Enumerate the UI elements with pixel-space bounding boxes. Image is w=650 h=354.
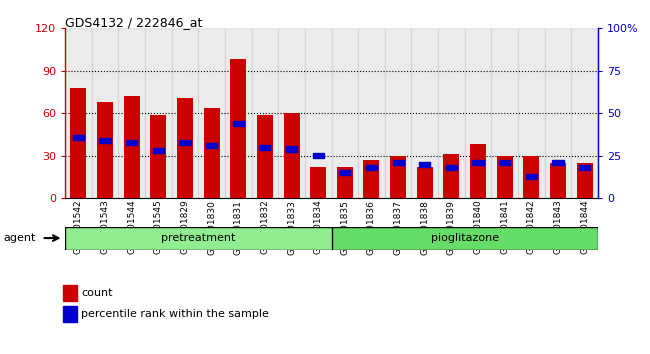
Bar [465, 28, 491, 198]
Bar [417, 167, 433, 198]
Bar [571, 28, 598, 198]
Bar [257, 115, 273, 198]
Bar [390, 156, 406, 198]
Bar [70, 88, 86, 198]
Bar [552, 160, 564, 165]
Bar [124, 96, 140, 198]
Bar [286, 147, 297, 152]
Text: pioglitazone: pioglitazone [431, 233, 499, 243]
Bar [177, 98, 193, 198]
Bar [97, 102, 113, 198]
Bar [393, 160, 404, 165]
Bar [233, 121, 244, 126]
Bar [491, 28, 518, 198]
Bar [579, 165, 590, 170]
Bar [518, 28, 545, 198]
Bar [337, 167, 353, 198]
Bar [313, 153, 324, 158]
Bar [283, 113, 300, 198]
Bar [446, 165, 457, 170]
Bar [172, 28, 198, 198]
Bar [577, 163, 593, 198]
Bar [198, 28, 225, 198]
Text: count: count [81, 288, 112, 298]
Bar [438, 28, 465, 198]
Bar [259, 145, 270, 150]
Bar [179, 139, 190, 145]
Bar [497, 156, 513, 198]
Bar [305, 28, 332, 198]
Bar [339, 170, 350, 175]
Bar [411, 28, 438, 198]
Bar [118, 28, 145, 198]
Bar [550, 163, 566, 198]
Bar [278, 28, 305, 198]
Bar [145, 28, 172, 198]
Bar [225, 28, 252, 198]
Bar [230, 59, 246, 198]
Bar [332, 28, 358, 198]
Bar [419, 162, 430, 167]
Bar [499, 160, 510, 165]
Text: agent: agent [3, 233, 36, 243]
Bar [99, 138, 111, 143]
Bar [526, 173, 537, 179]
Bar [65, 227, 332, 250]
Bar [363, 160, 380, 198]
Bar [358, 28, 385, 198]
Bar [523, 156, 540, 198]
Bar [385, 28, 411, 198]
Text: GDS4132 / 222846_at: GDS4132 / 222846_at [65, 16, 202, 29]
Bar [473, 160, 484, 165]
Bar [150, 115, 166, 198]
Bar [252, 28, 278, 198]
Text: pretreatment: pretreatment [161, 233, 235, 243]
Bar [545, 28, 571, 198]
Bar [310, 167, 326, 198]
Bar [65, 28, 92, 198]
Bar [73, 135, 84, 139]
Bar [470, 144, 486, 198]
Bar [92, 28, 118, 198]
Bar [153, 148, 164, 153]
Bar [206, 143, 217, 148]
Bar [443, 154, 460, 198]
Bar [332, 227, 598, 250]
Text: percentile rank within the sample: percentile rank within the sample [81, 309, 269, 319]
Bar [366, 165, 377, 170]
Bar [203, 108, 220, 198]
Bar [126, 139, 137, 145]
